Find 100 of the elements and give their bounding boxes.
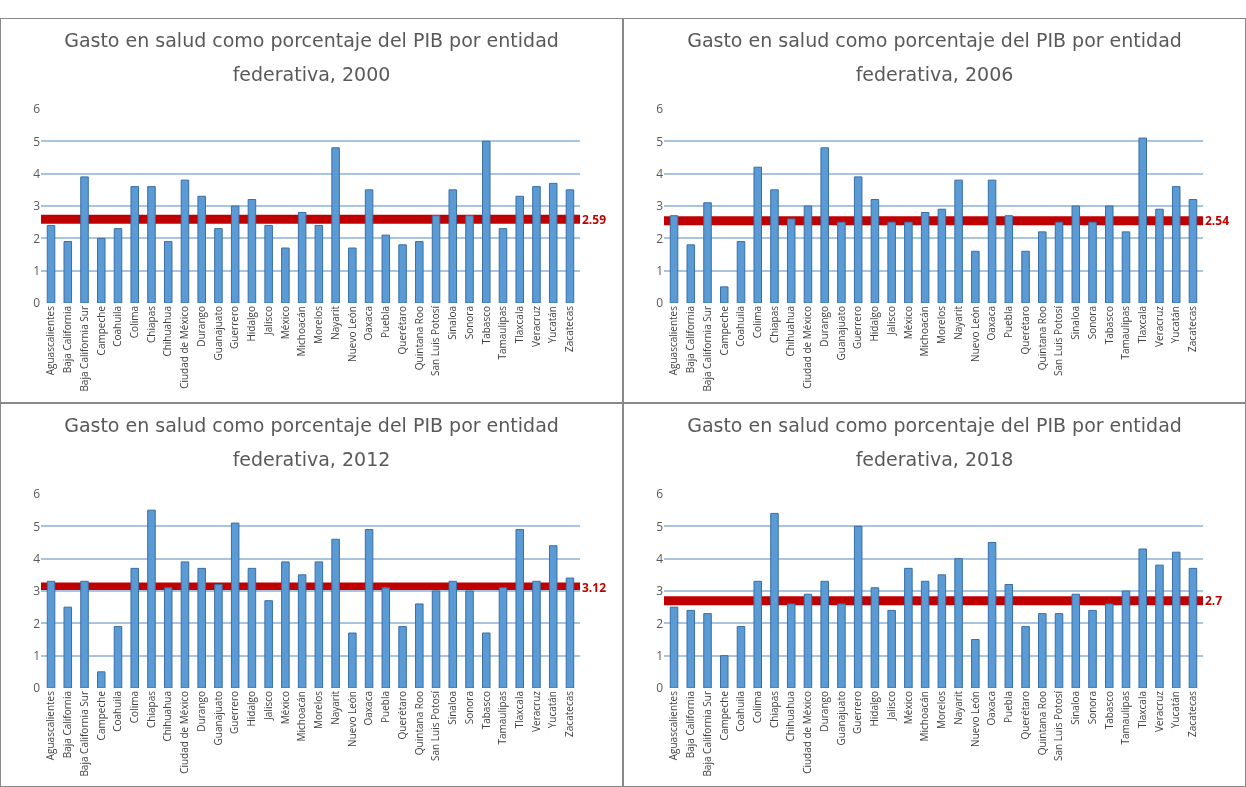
x-tick-label: Colima	[749, 690, 764, 723]
x-tick-label: Nuevo León	[344, 306, 359, 362]
bar	[920, 211, 930, 303]
y-tick-label: 3	[656, 581, 664, 599]
bar	[1121, 590, 1131, 688]
x-tick-label: Nayarit	[327, 690, 342, 725]
x-tick-label: Puebla	[1001, 306, 1016, 338]
bar	[1021, 250, 1030, 303]
y-tick-label: 0	[33, 678, 41, 696]
bar	[548, 544, 558, 688]
bar	[669, 215, 679, 303]
x-tick-label: Tlaxcala	[1134, 690, 1149, 728]
x-tick-label: Jalisco	[883, 690, 898, 721]
bar	[1004, 583, 1014, 688]
x-tick-label: Baja California Sur	[76, 306, 91, 392]
y-tick-label: 6	[656, 484, 664, 502]
x-tick-label: Michoacán	[917, 690, 932, 741]
x-tick-label: Zacatecas	[562, 305, 577, 352]
y-tick-label: 1	[656, 646, 663, 664]
bar	[96, 237, 106, 303]
x-tick-label: Hidalgo	[244, 306, 259, 342]
x-tick-label: Sinaloa	[1068, 690, 1083, 725]
x-tick-label: Chiapas	[766, 305, 781, 343]
bar	[113, 228, 123, 303]
x-tick-label: Sinaloa	[1068, 306, 1083, 340]
y-tick-label: 4	[656, 549, 664, 567]
bar	[481, 140, 491, 303]
y-tick-label: 4	[656, 164, 664, 182]
bar	[214, 228, 223, 303]
x-tick-label: México	[277, 690, 292, 724]
x-tick-label: Hidalgo	[867, 306, 882, 342]
x-tick-label: San Luis Potosí	[428, 690, 443, 761]
x-tick-label: México	[277, 306, 292, 340]
bar	[719, 286, 729, 303]
bar	[753, 580, 763, 688]
bar	[331, 538, 340, 688]
bar	[820, 147, 829, 303]
bar	[532, 580, 541, 688]
bar	[448, 580, 458, 688]
x-tick-label: Tamaulipas	[1118, 305, 1133, 360]
bar	[887, 221, 896, 303]
bar	[364, 189, 374, 303]
x-tick-label: Yucatán	[545, 306, 560, 344]
ref-line-label: 2.7	[1205, 591, 1223, 609]
bar	[63, 606, 73, 688]
x-tick-label: San Luis Potosí	[1051, 305, 1066, 376]
bar	[515, 195, 525, 303]
bar	[837, 602, 846, 688]
bar	[904, 221, 913, 303]
bar	[1054, 221, 1064, 303]
bar	[431, 215, 441, 303]
y-tick-label: 0	[656, 678, 664, 696]
x-tick-label: Tlaxcala	[1134, 306, 1149, 344]
x-tick-label: Tamaulipas	[495, 305, 510, 360]
bar	[348, 247, 357, 303]
x-tick-label: Aguascalientes	[666, 690, 681, 760]
bar	[1171, 186, 1181, 303]
y-tick-label: 1	[33, 646, 40, 664]
x-tick-label: Jalisco	[883, 306, 898, 336]
x-tick-label: Morelos	[934, 690, 949, 729]
x-tick-label: Baja California Sur	[76, 690, 91, 777]
bar	[264, 599, 273, 688]
ref-line-label: 2.54	[1205, 212, 1230, 229]
bar	[398, 244, 407, 303]
bar	[954, 179, 963, 303]
y-tick-label: 2	[33, 229, 41, 247]
bar	[230, 205, 240, 303]
x-tick-label: Tabasco	[1101, 690, 1116, 729]
bar	[1004, 215, 1014, 303]
bar	[1138, 547, 1148, 688]
x-tick-label: Baja California	[683, 690, 698, 758]
bar	[314, 560, 324, 688]
bar	[415, 602, 424, 688]
x-tick-label: Guerrero	[227, 306, 242, 349]
bar	[297, 211, 307, 303]
bar	[803, 205, 813, 303]
x-tick-label: Michoacán	[294, 306, 309, 357]
bar	[954, 557, 963, 688]
x-tick-label: Sinaloa	[445, 306, 460, 340]
bar	[1121, 231, 1131, 303]
x-tick-label: Aguascalientes	[666, 305, 681, 376]
bar	[1138, 137, 1148, 303]
x-tick-label: Hidalgo	[244, 690, 259, 727]
bar	[753, 166, 763, 303]
x-tick-label: Tabasco	[478, 690, 493, 729]
bar	[264, 224, 273, 303]
bar	[130, 567, 140, 688]
ref-line-label: 2.59	[582, 211, 607, 228]
bar	[197, 567, 206, 688]
x-tick-label: Baja California Sur	[699, 690, 714, 777]
y-tick-label: 6	[656, 100, 664, 118]
x-tick-label: Chihuahua	[783, 306, 798, 357]
bar	[247, 567, 257, 688]
x-tick-label: Morelos	[311, 305, 326, 345]
x-tick-label: Querétaro	[1017, 690, 1032, 739]
bar	[703, 612, 712, 688]
x-tick-label: Nuevo León	[344, 690, 359, 747]
bar	[971, 638, 980, 688]
x-tick-label: México	[900, 306, 915, 340]
x-tick-label: Nuevo León	[967, 306, 982, 362]
